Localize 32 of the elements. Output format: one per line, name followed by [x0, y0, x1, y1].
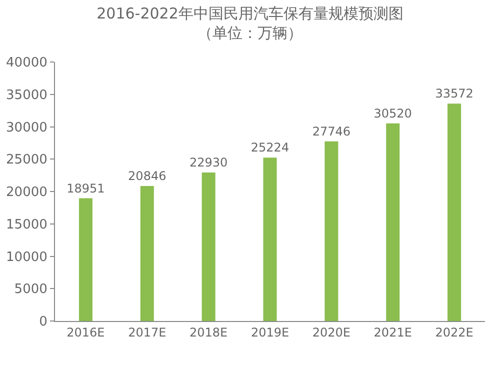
bar: [324, 141, 338, 321]
x-tick-label: 2020E: [312, 325, 350, 340]
x-tick-label: 2019E: [250, 325, 290, 340]
x-tick-label: 2018E: [190, 325, 228, 340]
chart-subtitle: （单位：万辆）: [198, 24, 302, 42]
bar: [448, 104, 462, 321]
x-tick-label: 2022E: [435, 325, 474, 340]
x-tick-label: 2016E: [66, 325, 105, 340]
y-tick-label: 0: [39, 314, 48, 330]
bar: [263, 158, 277, 321]
bar: [202, 172, 216, 321]
y-tick-label: 5000: [14, 282, 48, 298]
y-tick-label: 10000: [6, 250, 48, 265]
data-label: 22930: [189, 156, 228, 170]
data-label: 33572: [435, 86, 474, 101]
y-tick-label: 30000: [6, 120, 48, 136]
y-tick-label: 15000: [6, 217, 48, 232]
bar: [140, 186, 154, 321]
data-label: 20846: [128, 169, 166, 184]
data-label: 25224: [250, 140, 290, 155]
y-tick-label: 35000: [6, 88, 48, 103]
x-tick-label: 2021E: [374, 325, 412, 340]
y-tick-label: 20000: [6, 185, 48, 200]
data-label: 27746: [312, 124, 351, 138]
data-label: 30520: [374, 106, 412, 120]
bar: [386, 123, 400, 321]
chart-title: 2016-2022年中国民用汽车保有量规模预测图: [96, 4, 404, 22]
y-tick-label: 25000: [6, 152, 48, 168]
bar: [78, 198, 92, 321]
data-label: 18951: [66, 181, 105, 196]
y-tick-label: 40000: [6, 56, 48, 71]
x-tick-label: 2017E: [128, 325, 166, 340]
